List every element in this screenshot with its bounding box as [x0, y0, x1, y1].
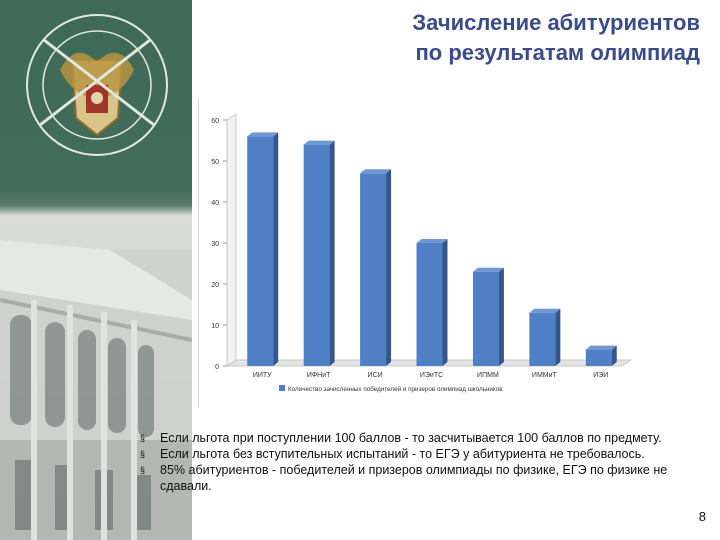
bar-5 [472, 271, 499, 366]
bar-top-3 [360, 169, 392, 174]
slide-title: Зачисление абитуриентов по результатам о… [270, 8, 700, 68]
y-tick-label: 10 [211, 323, 219, 330]
x-tick-label: ИФНиТ [307, 372, 331, 379]
bar-side-2 [329, 140, 335, 366]
y-tick-label: 60 [211, 118, 219, 125]
bar-6 [529, 312, 556, 366]
bullet-mark: § [140, 465, 146, 475]
bar-side-5 [498, 267, 504, 366]
bullet-mark: § [140, 433, 146, 443]
bullet-item-2: § Если льгота без вступительных испытани… [140, 446, 710, 462]
bullet-mark: § [140, 449, 146, 459]
legend-label: Количество зачисленных победителей и при… [288, 385, 503, 393]
x-tick-label: ИЭИ [593, 372, 608, 379]
bullet-text-3: 85% абитуриентов - победителей и призеро… [160, 463, 668, 493]
bar-chart: 0 10 20 30 40 50 60 ИИТУ ИФНиТ ИСИ ИЭиТС ИПММ ИММиТ И… [211, 113, 633, 393]
legend-swatch [279, 385, 285, 391]
y-tick-label: 40 [211, 200, 219, 207]
x-tick-label: ИИТУ [253, 372, 272, 379]
bar-3 [360, 173, 387, 366]
x-tick-label: ИСИ [368, 372, 383, 379]
bar-side-6 [555, 308, 561, 366]
bullet-item-1: § Если льгота при поступлении 100 баллов… [140, 430, 710, 446]
y-tick-label: 0 [215, 364, 219, 371]
bar-1 [247, 136, 274, 366]
bar-2 [303, 144, 330, 366]
bar-top-5 [472, 267, 504, 272]
university-crest-icon [26, 14, 168, 156]
bullet-text-2: Если льгота без вступительных испытаний … [160, 447, 645, 461]
title-line-2: по результатам олимпиад [415, 40, 701, 65]
bar-side-3 [386, 169, 392, 366]
bullet-item-3: § 85% абитуриентов - победителей и призе… [140, 462, 710, 494]
bullet-list: § Если льгота при поступлении 100 баллов… [140, 430, 710, 494]
y-tick-label: 50 [211, 159, 219, 166]
bar-top-7 [585, 345, 617, 350]
bar-top-2 [303, 140, 335, 145]
bullet-text-1: Если льгота при поступлении 100 баллов -… [160, 431, 662, 445]
y-tick-label: 20 [211, 282, 219, 289]
chart-side-wall [226, 113, 237, 367]
bar-side-4 [442, 239, 448, 366]
bar-side-1 [273, 132, 279, 366]
bar-chart-area: 0 10 20 30 40 50 60 ИИТУ ИФНиТ ИСИ ИЭиТС ИПММ ИММиТ И… [198, 98, 639, 408]
bar-top-1 [247, 132, 279, 137]
title-line-1: Зачисление абитуриентов [412, 10, 700, 35]
sidebar-decoration [0, 0, 192, 540]
x-tick-label: ИММиТ [532, 372, 558, 379]
x-tick-label: ИПММ [477, 372, 499, 379]
bar-4 [416, 243, 443, 366]
y-tick-label: 30 [211, 241, 219, 248]
bar-7 [585, 349, 612, 366]
bar-side-7 [611, 345, 617, 366]
bar-top-4 [416, 239, 448, 243]
x-tick-label: ИЭиТС [420, 372, 443, 379]
bar-top-6 [529, 308, 561, 313]
page-number: 8 [698, 509, 706, 524]
university-building-image [0, 14, 192, 540]
